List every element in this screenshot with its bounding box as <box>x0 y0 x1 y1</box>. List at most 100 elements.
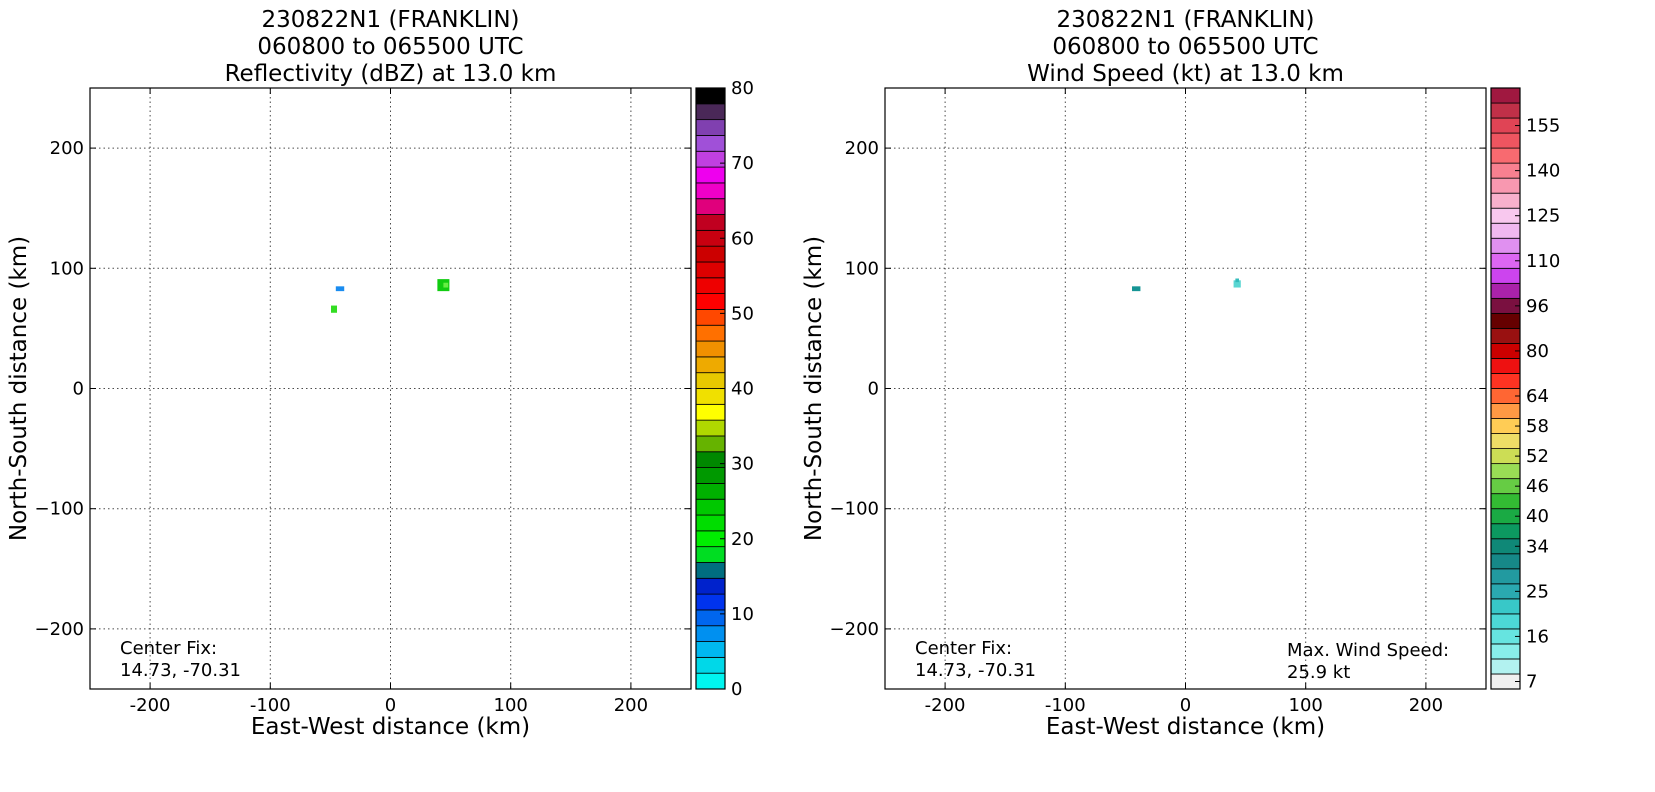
y-tick-label: −200 <box>35 619 84 640</box>
colorbar-segment <box>1490 267 1521 284</box>
colorbar-segment <box>695 419 726 437</box>
colorbar-segment <box>695 562 726 579</box>
colorbar-segment <box>1490 132 1521 149</box>
colorbar-segment <box>1490 568 1521 585</box>
colorbar-tick-label: 46 <box>1526 476 1549 497</box>
colorbar-segment <box>695 546 726 563</box>
colorbar-tick-label: 40 <box>1526 506 1549 527</box>
colorbar-segment <box>1490 87 1521 104</box>
colorbar-segment <box>695 103 726 121</box>
colorbar-segment <box>695 577 726 595</box>
x-tick-label: 0 <box>1180 695 1191 716</box>
chart-title-line: 060800 to 065500 UTC <box>257 34 523 60</box>
x-tick-label: -200 <box>925 695 966 716</box>
colorbar-segment <box>695 324 726 342</box>
colorbar-tick-label: 34 <box>1526 536 1549 557</box>
x-tick-label: -100 <box>250 695 291 716</box>
colorbar-segment <box>695 309 726 326</box>
colorbar-tick-label: 52 <box>1526 446 1549 467</box>
y-axis-label: North-South distance (km) <box>801 236 827 541</box>
x-axis-label: East-West distance (km) <box>1046 714 1325 740</box>
chart-title-line: 230822N1 (FRANKLIN) <box>262 7 520 33</box>
colorbar-segment <box>695 166 726 184</box>
colorbar-segment <box>1490 463 1521 480</box>
data-cell <box>443 282 449 288</box>
colorbar-tick-label: 64 <box>1526 386 1549 407</box>
colorbar-tick-label: 20 <box>731 529 754 550</box>
y-tick-label: 0 <box>868 379 879 400</box>
colorbar-segment <box>1490 177 1521 194</box>
colorbar-segment <box>1490 147 1521 164</box>
chart-title-line: Reflectivity (dBZ) at 13.0 km <box>225 61 557 87</box>
colorbar-frame <box>1490 87 1521 690</box>
colorbar-segment <box>695 340 726 358</box>
colorbar-segment <box>695 356 726 374</box>
center-fix-annotation: Center Fix: <box>120 638 217 659</box>
colorbar-tick-label: 155 <box>1526 116 1560 137</box>
y-axis-label: North-South distance (km) <box>6 236 32 541</box>
colorbar-segment <box>695 198 726 215</box>
y-tick-label: 200 <box>50 138 84 159</box>
colorbar-segment <box>1490 523 1521 540</box>
colorbar-tick-label: 10 <box>731 604 754 625</box>
y-tick-label: 100 <box>50 258 84 279</box>
colorbar-tick-label: 80 <box>1526 341 1549 362</box>
colorbar-segment <box>695 403 726 421</box>
colorbar-segment <box>695 593 726 611</box>
y-tick-label: −200 <box>830 619 879 640</box>
colorbar-segment <box>695 641 726 658</box>
colorbar-tick-label: 30 <box>731 454 754 475</box>
y-tick-label: −100 <box>35 499 84 520</box>
colorbar-segment <box>695 119 726 136</box>
colorbar-tick-label: 58 <box>1526 416 1549 437</box>
colorbar-tick-label: 40 <box>731 379 754 400</box>
max-wind-annotation: Max. Wind Speed: <box>1287 640 1449 661</box>
x-tick-label: -100 <box>1045 695 1086 716</box>
colorbar-segment <box>1490 282 1521 299</box>
colorbar-segment <box>1490 192 1521 209</box>
colorbar-segment <box>695 609 726 627</box>
chart-title-line: 230822N1 (FRANKLIN) <box>1057 7 1315 33</box>
colorbar-segment <box>1490 373 1521 389</box>
colorbar-segment <box>695 182 726 200</box>
x-tick-label: 200 <box>614 695 648 716</box>
colorbar-segment <box>695 261 726 279</box>
data-cell <box>331 305 338 313</box>
colorbar-tick-label: 96 <box>1526 296 1549 317</box>
colorbar-segment <box>695 514 726 532</box>
colorbar-segment <box>1490 222 1521 239</box>
colorbar-segment <box>695 135 726 152</box>
colorbar-segment <box>1490 102 1521 119</box>
x-axis-label: East-West distance (km) <box>251 714 530 740</box>
colorbar-tick-label: 7 <box>1526 671 1537 692</box>
chart-panel-1: 230822N1 (FRANKLIN)060800 to 065500 UTCR… <box>6 7 754 740</box>
colorbar-segment <box>695 672 726 690</box>
colorbar-tick-label: 70 <box>731 153 754 174</box>
colorbar-tick-label: 110 <box>1526 251 1560 272</box>
colorbar-segment <box>1490 493 1521 510</box>
center-fix-annotation: 14.73, -70.31 <box>915 660 1036 681</box>
colorbar-segment <box>1490 553 1521 570</box>
colorbar-segment <box>1490 613 1521 630</box>
colorbar-segment <box>695 656 726 674</box>
chart-title-line: 060800 to 065500 UTC <box>1052 34 1318 60</box>
colorbar-segment <box>695 245 726 263</box>
colorbar-segment <box>1490 658 1521 675</box>
x-tick-label: 200 <box>1409 695 1443 716</box>
colorbar-tick-label: 80 <box>731 78 754 99</box>
x-tick-label: 100 <box>494 695 528 716</box>
colorbar-segment <box>695 467 726 484</box>
x-tick-label: 0 <box>385 695 396 716</box>
colorbar-segment <box>1490 403 1521 419</box>
data-cell <box>335 286 345 292</box>
y-tick-label: 0 <box>73 379 84 400</box>
colorbar-segment <box>695 372 726 389</box>
data-cell <box>1132 286 1141 292</box>
colorbar-segment <box>1490 237 1521 254</box>
chart-title-line: Wind Speed (kt) at 13.0 km <box>1027 61 1344 87</box>
colorbar-segment <box>695 451 726 468</box>
y-tick-label: −100 <box>830 499 879 520</box>
colorbar-tick-label: 0 <box>731 679 742 700</box>
